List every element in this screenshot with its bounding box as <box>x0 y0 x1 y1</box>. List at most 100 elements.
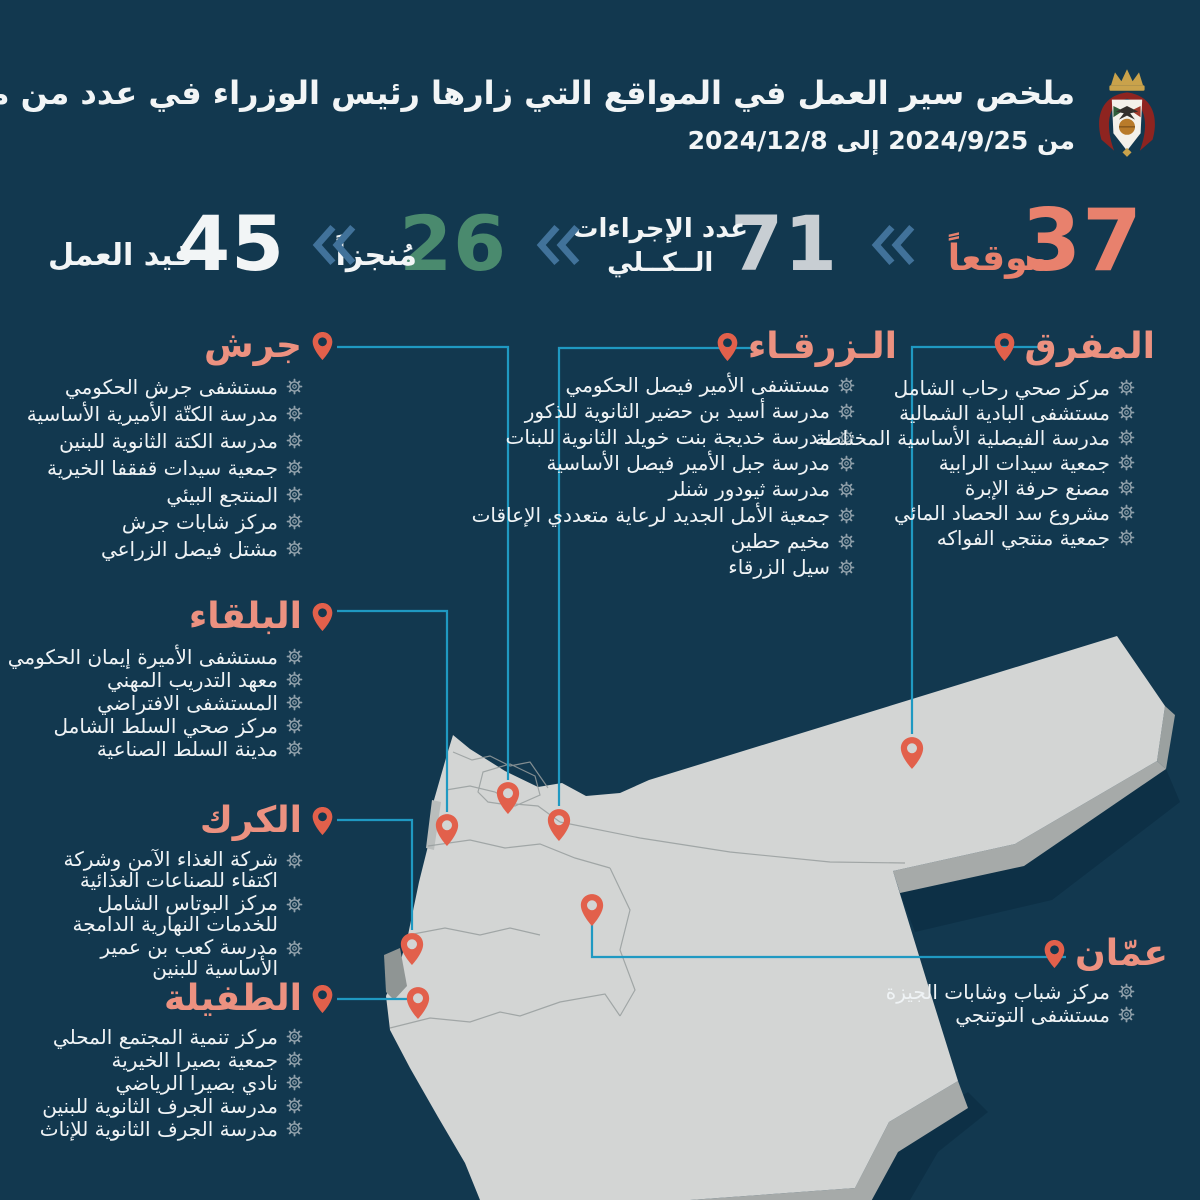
page-title: ملخص سير العمل في المواقع التي زارها رئي… <box>0 74 1075 112</box>
site-name: نادي بصيرا الرياضي <box>115 1070 278 1095</box>
pin-icon <box>1043 939 1066 969</box>
gear-icon <box>838 377 855 393</box>
gear-icon <box>286 486 303 503</box>
gear-icon <box>286 405 303 422</box>
site-name: جمعية سيدات قفقفا الخيرية <box>46 455 278 480</box>
gear-icon <box>286 940 303 957</box>
site-name: جمعية منتجي الفواكه <box>936 525 1110 550</box>
site-name: جمعية الأمل الجديد لرعاية متعددي الإعاقا… <box>471 503 830 527</box>
connector-jerash <box>337 345 510 780</box>
list-item: مشروع سد الحصاد المائي <box>815 500 1135 525</box>
gear-icon <box>286 540 303 557</box>
double-chevron-left-icon <box>536 224 580 266</box>
stat-total-actions-label-line2: الــكــلي <box>607 248 714 279</box>
gear-icon <box>286 896 303 913</box>
stat-total-actions-label-line1: عدد الإجراءات <box>572 214 748 244</box>
stat-inprogress-label: قيد العمل <box>47 238 193 273</box>
gear-icon <box>838 455 855 471</box>
gear-icon <box>286 1028 303 1045</box>
list-item: مشتل فيصل الزراعي <box>27 535 303 562</box>
region-header-amman: عمّان <box>1043 933 1168 974</box>
gear-icon <box>838 429 855 445</box>
map-top-face <box>386 636 1165 1200</box>
connector-balqa <box>337 609 449 812</box>
list-item: مركز صحي رحاب الشامل <box>815 375 1135 400</box>
site-name: مشتل فيصل الزراعي <box>100 536 278 561</box>
gear-icon <box>286 852 303 869</box>
connector-zarqa <box>557 346 752 806</box>
gear-icon <box>286 459 303 476</box>
site-name: المستشفى الافتراضي <box>97 690 278 715</box>
list-item: مركز تنمية المجتمع المحلي <box>40 1025 303 1049</box>
list-item: جمعية الأمل الجديد لرعاية متعددي الإعاقا… <box>472 502 855 528</box>
connector-karak <box>337 818 414 930</box>
site-name: مدرسة الكتة الثانوية للبنين <box>59 428 278 453</box>
stat-inprogress-value: 45 <box>177 199 285 288</box>
region-list-amman: مركز شباب وشابات الجيزة مستشفى التوتنجي <box>885 979 1135 1027</box>
stat-locations-label: موقعاً <box>947 238 1050 279</box>
site-name: شركة الغذاء الآمن وشركة اكتفاء للصناعات … <box>63 847 278 892</box>
list-item: مدرسة الفيصلية الأساسية المختلطة <box>815 425 1135 450</box>
site-name: مدرسة الجرف الثانوية للإناث <box>39 1116 278 1141</box>
jordan-valley-patch <box>426 800 441 850</box>
connector-amman <box>590 918 1066 959</box>
list-item: مستشفى الأميرة إيمان الحكومي <box>8 645 303 669</box>
site-name: مستشفى التوتنجي <box>955 1002 1110 1027</box>
gear-icon <box>286 694 303 711</box>
site-name: مدرسة الجرف الثانوية للبنين <box>42 1093 278 1118</box>
site-name: مركز صحي رحاب الشامل <box>893 375 1110 400</box>
region-header-mafraq: المفرق <box>993 326 1155 367</box>
list-item: سيل الزرقاء <box>472 554 855 580</box>
list-item: مدرسة الكتّة الأميرية الأساسية <box>27 400 303 427</box>
site-name: جمعية سيدات الرابية <box>938 450 1110 475</box>
list-item: مركز البوتاس الشامل للخدمات النهارية الد… <box>50 893 303 935</box>
pin-icon <box>716 332 739 362</box>
site-name: المنتجع البيئي <box>166 482 278 507</box>
site-name: مدرسة جبل الأمير فيصل الأساسية <box>546 451 831 475</box>
site-name: مدينة السلط الصناعية <box>96 736 278 761</box>
site-name: مدرسة أسيد بن حضير الثانوية للذكور <box>524 399 830 423</box>
region-name: عمّان <box>1075 933 1168 974</box>
region-list-tafileh: مركز تنمية المجتمع المحلي جمعية بصيرا ال… <box>39 1025 303 1141</box>
list-item: جمعية بصيرا الخيرية <box>40 1048 303 1072</box>
gear-icon <box>286 648 303 665</box>
gear-icon <box>286 378 303 395</box>
site-name: مركز شابات جرش <box>121 509 278 534</box>
region-header-zarqa: الـزرقـاء <box>716 326 897 367</box>
gear-icon <box>838 403 855 419</box>
double-chevron-left-icon <box>312 224 356 266</box>
region-header-jerash: جرش <box>204 325 334 366</box>
list-item: مدرسة الجرف الثانوية للبنين <box>40 1093 303 1118</box>
list-item: مدينة السلط الصناعية <box>8 736 303 761</box>
region-list-mafraq: مركز صحي رحاب الشامل مستشفى البادية الشم… <box>815 375 1135 550</box>
list-item: مدرسة خديجة بنت خويلد الثانوية للبنات <box>472 424 855 450</box>
map-shadow-northeast <box>900 769 1180 932</box>
site-name: مشروع سد الحصاد المائي <box>894 500 1110 525</box>
list-item: مستشفى التوتنجي <box>886 1002 1135 1027</box>
region-header-karak: الكرك <box>200 800 334 841</box>
gear-icon <box>838 559 855 575</box>
gear-icon <box>1118 404 1135 421</box>
gear-icon <box>1118 379 1135 396</box>
gear-icon <box>838 507 855 523</box>
region-list-jerash: مستشفى جرش الحكومي مدرسة الكتّة الأميرية… <box>27 373 303 562</box>
region-header-balqa: البلقاء <box>189 596 334 637</box>
gear-icon <box>286 740 303 757</box>
site-name: مستشفى جرش الحكومي <box>64 374 278 399</box>
list-item: مستشفى البادية الشمالية <box>815 400 1135 425</box>
site-name: مصنع حرفة الإبرة <box>964 475 1110 500</box>
site-name: مدرسة ثيودور شنلر <box>668 477 830 501</box>
map-side-south <box>690 1081 968 1200</box>
list-item: مستشفى جرش الحكومي <box>27 373 303 400</box>
list-item: معهد التدريب المهني <box>8 668 303 692</box>
dead-sea-patch <box>384 948 407 1000</box>
region-name: المفرق <box>1024 326 1155 367</box>
region-name: الطفيلة <box>163 978 302 1019</box>
double-chevron-left-icon <box>871 224 915 266</box>
site-name: مركز شباب وشابات الجيزة <box>885 979 1110 1004</box>
list-item: مستشفى الأمير فيصل الحكومي <box>472 372 855 398</box>
gear-icon <box>286 717 303 734</box>
region-name: البلقاء <box>188 596 302 637</box>
region-header-tafileh: الطفيلة <box>164 978 334 1019</box>
